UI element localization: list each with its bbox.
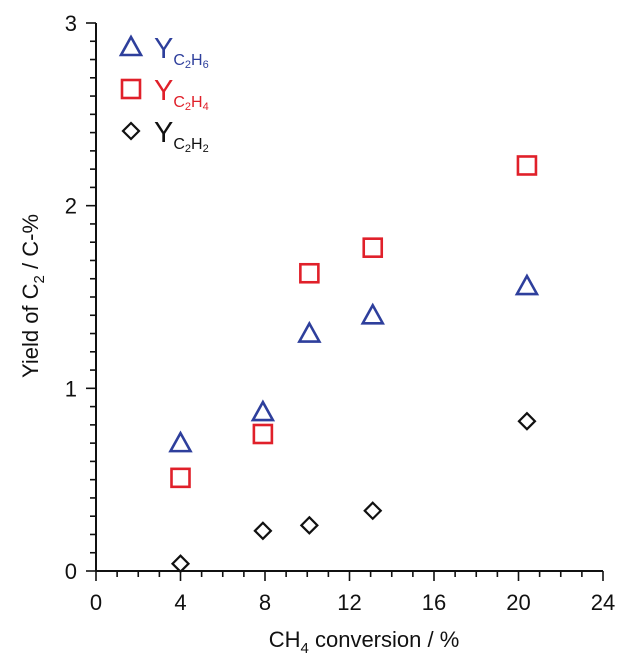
y-tick-label: 0 [65,559,77,584]
x-tick-label: 8 [259,590,271,615]
x-axis-label: CH4 conversion / % [269,627,460,654]
diamond-marker [517,411,537,431]
square-marker [362,237,384,258]
legend-triangle-symbol [118,34,144,57]
triangle-marker [297,320,322,343]
legend-diamond-symbol [121,121,141,141]
x-tick-label: 12 [337,590,361,615]
triangle-marker [168,430,193,453]
legend: YC2H6 YC2H4 YC2H2 [118,33,209,155]
square-marker [516,155,538,176]
legend-entry-label: YC2H6 [154,33,209,71]
diamond-marker [253,521,273,541]
diamond-marker [299,515,319,535]
square-marker [252,423,274,445]
legend-entry-label: YC2H4 [154,75,209,113]
diamond-marker [363,501,383,521]
x-tick-label: 16 [422,590,446,615]
y-tick-label: 2 [65,194,77,219]
data-markers [168,155,540,574]
y-axis-ticks: 0 1 2 3 [65,11,96,584]
y-tick-label: 3 [65,11,77,36]
diamond-marker [170,554,191,574]
legend-entry-label: YC2H2 [154,117,209,155]
x-tick-label: 4 [174,590,186,615]
y-axis-label: Yield of C2 / C-% [18,214,48,378]
square-marker [170,467,191,489]
square-marker [299,262,320,284]
x-axis-ticks: 0 4 8 12 16 20 24 [90,571,615,615]
triangle-marker [360,302,385,325]
triangle-marker [514,273,540,296]
triangle-marker [250,399,276,422]
legend-square-symbol [120,78,142,100]
x-tick-label: 0 [90,590,102,615]
x-tick-label: 24 [591,590,615,615]
y-tick-label: 1 [65,376,77,401]
x-tick-label: 20 [506,590,530,615]
